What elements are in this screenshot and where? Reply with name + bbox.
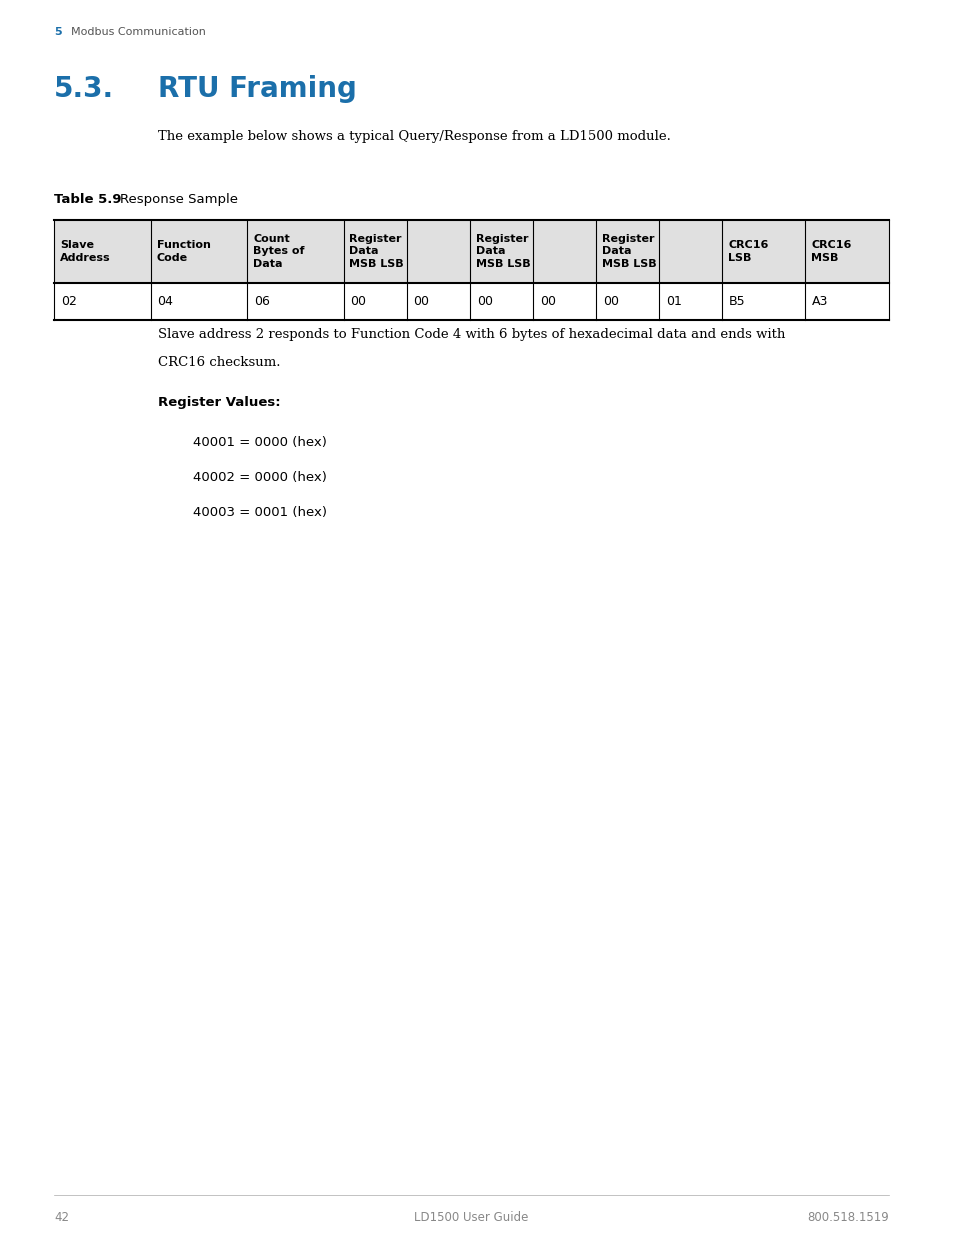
Text: 00: 00 <box>413 295 429 308</box>
Text: 00: 00 <box>476 295 492 308</box>
Text: RTU Framing: RTU Framing <box>158 75 356 103</box>
Text: Response Sample: Response Sample <box>120 193 238 206</box>
Text: CRC16
LSB: CRC16 LSB <box>727 241 767 263</box>
Text: Count
Bytes of
Data: Count Bytes of Data <box>253 235 304 269</box>
Text: Slave address 2 responds to Function Code 4 with 6 bytes of hexadecimal data and: Slave address 2 responds to Function Cod… <box>158 329 784 341</box>
Text: LD1500 User Guide: LD1500 User Guide <box>414 1212 528 1224</box>
Text: CRC16 checksum.: CRC16 checksum. <box>158 356 280 369</box>
Text: Function
Code: Function Code <box>156 241 211 263</box>
Text: 40001 = 0000 (hex): 40001 = 0000 (hex) <box>193 436 326 450</box>
Text: 00: 00 <box>350 295 366 308</box>
Text: 5.3.: 5.3. <box>54 75 114 103</box>
Text: 06: 06 <box>253 295 270 308</box>
Text: CRC16
MSB: CRC16 MSB <box>810 241 851 263</box>
Text: 40003 = 0001 (hex): 40003 = 0001 (hex) <box>193 506 326 519</box>
Text: Modbus Communication: Modbus Communication <box>71 27 206 37</box>
Text: 00: 00 <box>602 295 618 308</box>
Bar <box>54 220 888 283</box>
Text: 01: 01 <box>665 295 681 308</box>
Text: 5: 5 <box>54 27 62 37</box>
Text: The example below shows a typical Query/Response from a LD1500 module.: The example below shows a typical Query/… <box>158 130 670 143</box>
Text: A3: A3 <box>811 295 828 308</box>
Text: 800.518.1519: 800.518.1519 <box>806 1212 888 1224</box>
Text: B5: B5 <box>728 295 745 308</box>
Text: 40002 = 0000 (hex): 40002 = 0000 (hex) <box>193 471 326 484</box>
Text: Register
Data
MSB LSB: Register Data MSB LSB <box>476 235 530 269</box>
Text: 42: 42 <box>54 1212 70 1224</box>
Text: Register
Data
MSB LSB: Register Data MSB LSB <box>601 235 656 269</box>
Text: Slave
Address: Slave Address <box>60 241 111 263</box>
Text: Register Values:: Register Values: <box>158 396 280 409</box>
Text: 04: 04 <box>157 295 173 308</box>
Text: 00: 00 <box>539 295 556 308</box>
Text: Register
Data
MSB LSB: Register Data MSB LSB <box>349 235 404 269</box>
Text: 02: 02 <box>61 295 77 308</box>
Text: Table 5.9: Table 5.9 <box>54 193 122 206</box>
